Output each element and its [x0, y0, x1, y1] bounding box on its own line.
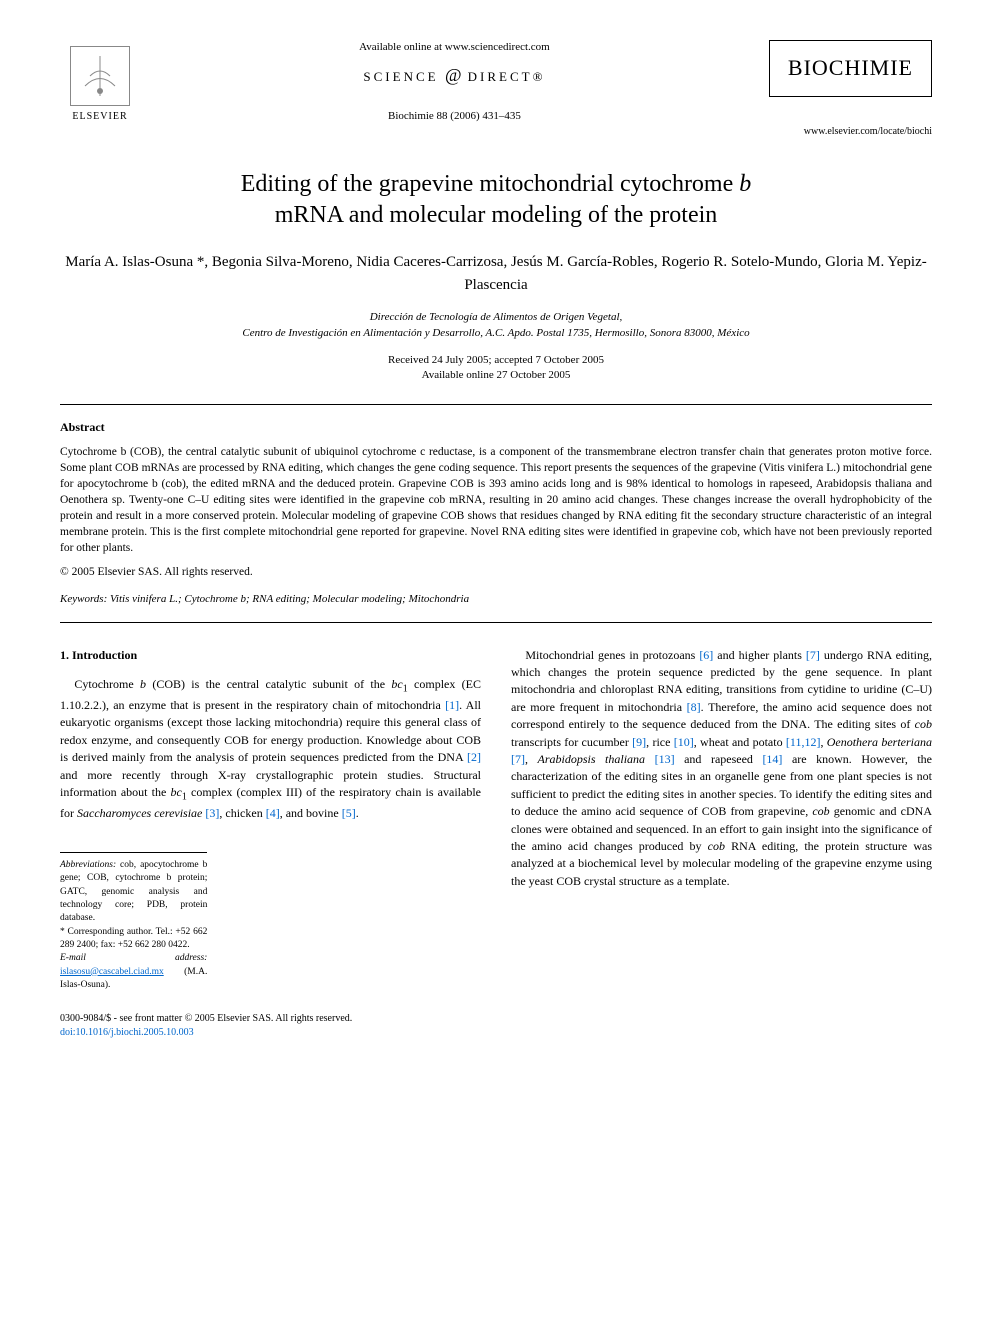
email-label: E-mail address: [60, 953, 207, 963]
header-row: ELSEVIER Available online at www.science… [60, 40, 932, 139]
journal-box-container: BIOCHIMIE www.elsevier.com/locate/biochi [769, 40, 932, 139]
abstract-text: Cytochrome b (COB), the central catalyti… [60, 444, 932, 557]
title-italic-b: b [739, 171, 751, 197]
keywords-text: Vitis vinifera L.; Cytochrome b; RNA edi… [110, 593, 469, 605]
t: , chicken [219, 806, 265, 820]
center-header: Available online at www.sciencedirect.co… [140, 40, 769, 124]
journal-box: BIOCHIMIE [769, 40, 932, 97]
abstract-label: Abstract [60, 419, 932, 436]
footer-left: 0300-9084/$ - see front matter © 2005 El… [60, 1012, 352, 1040]
journal-name: BIOCHIMIE [788, 53, 913, 84]
elsevier-label: ELSEVIER [72, 110, 127, 124]
column-right: Mitochondrial genes in protozoans [6] an… [511, 647, 932, 992]
abbrev-label: Abbreviations: [60, 860, 116, 870]
t: Mitochondrial genes in protozoans [525, 648, 699, 662]
ref-link[interactable]: [6] [699, 648, 713, 662]
footnote-corresponding: * Corresponding author. Tel.: +52 662 28… [60, 926, 207, 953]
keywords: Keywords: Vitis vinifera L.; Cytochrome … [60, 592, 932, 607]
sd-at-icon: @ [445, 65, 462, 85]
sd-post: DIRECT® [468, 69, 546, 84]
footer-issn: 0300-9084/$ - see front matter © 2005 El… [60, 1012, 352, 1026]
email-link[interactable]: islasosu@cascabel.ciad.mx [60, 967, 164, 977]
t: cob [708, 839, 725, 853]
sciencedirect-logo: SCIENCE @ DIRECT® [160, 63, 749, 88]
ref-link[interactable]: [9] [632, 735, 646, 749]
divider-top [60, 404, 932, 405]
elsevier-tree-icon [70, 46, 130, 106]
intro-heading: 1. Introduction [60, 647, 481, 664]
dates-received: Received 24 July 2005; accepted 7 Octobe… [60, 353, 932, 368]
body-columns: 1. Introduction Cytochrome b (COB) is th… [60, 647, 932, 992]
dates-online: Available online 27 October 2005 [60, 368, 932, 383]
keywords-label: Keywords: [60, 593, 107, 605]
affiliation-line1: Dirección de Tecnología de Alimentos de … [60, 310, 932, 325]
divider-bottom [60, 622, 932, 623]
ref-link[interactable]: [13] [645, 752, 675, 766]
intro-para1: Cytochrome b (COB) is the central cataly… [60, 676, 481, 822]
affiliation-line2: Centro de Investigación en Alimentación … [60, 326, 932, 341]
journal-url[interactable]: www.elsevier.com/locate/biochi [769, 125, 932, 139]
sd-pre: SCIENCE [363, 69, 438, 84]
affiliation: Dirección de Tecnología de Alimentos de … [60, 310, 932, 341]
article-dates: Received 24 July 2005; accepted 7 Octobe… [60, 353, 932, 384]
t: cob [915, 717, 932, 731]
available-online-text: Available online at www.sciencedirect.co… [160, 40, 749, 55]
t: Saccharomyces cerevisiae [77, 806, 202, 820]
ref-link[interactable]: [1] [445, 698, 459, 712]
t: cob [812, 804, 829, 818]
t: , [525, 752, 538, 766]
authors-list: María A. Islas-Osuna *, Begonia Silva-Mo… [60, 251, 932, 296]
footer: 0300-9084/$ - see front matter © 2005 El… [60, 1012, 932, 1040]
ref-link[interactable]: [2] [467, 750, 481, 764]
t: , wheat and potato [694, 735, 786, 749]
t: Arabidopsis thaliana [538, 752, 646, 766]
t: (COB) is the central catalytic subunit o… [146, 677, 391, 691]
footnote-email: E-mail address: islasosu@cascabel.ciad.m… [60, 952, 207, 992]
t: and rapeseed [675, 752, 763, 766]
footer-doi[interactable]: doi:10.1016/j.biochi.2005.10.003 [60, 1026, 352, 1040]
column-left: 1. Introduction Cytochrome b (COB) is th… [60, 647, 481, 992]
ref-link[interactable]: [7] [806, 648, 820, 662]
article-title: Editing of the grapevine mitochondrial c… [120, 169, 872, 231]
ref-link[interactable]: [7] [511, 752, 525, 766]
title-part2: mRNA and molecular modeling of the prote… [275, 202, 718, 228]
t: bc [391, 677, 402, 691]
footnotes: Abbreviations: cob, apocytochrome b gene… [60, 852, 207, 992]
ref-link[interactable]: [14] [762, 752, 782, 766]
title-part1: Editing of the grapevine mitochondrial c… [241, 171, 740, 197]
footnote-abbrev: Abbreviations: cob, apocytochrome b gene… [60, 859, 207, 925]
abstract-copyright: © 2005 Elsevier SAS. All rights reserved… [60, 564, 932, 580]
t: , rice [646, 735, 674, 749]
journal-reference: Biochimie 88 (2006) 431–435 [160, 109, 749, 124]
ref-link[interactable]: [11,12] [786, 735, 821, 749]
ref-link[interactable]: [4] [266, 806, 280, 820]
ref-link[interactable]: [3] [202, 806, 219, 820]
elsevier-logo: ELSEVIER [60, 40, 140, 130]
t: Oenothera berteriana [827, 735, 932, 749]
ref-link[interactable]: [5] [342, 806, 356, 820]
t: . [356, 806, 359, 820]
t: and higher plants [713, 648, 806, 662]
t: transcripts for cucumber [511, 735, 632, 749]
t: bc [171, 785, 182, 799]
t: , and bovine [280, 806, 342, 820]
t: Cytochrome [74, 677, 140, 691]
intro-para2: Mitochondrial genes in protozoans [6] an… [511, 647, 932, 890]
ref-link[interactable]: [8] [687, 700, 701, 714]
ref-link[interactable]: [10] [674, 735, 694, 749]
